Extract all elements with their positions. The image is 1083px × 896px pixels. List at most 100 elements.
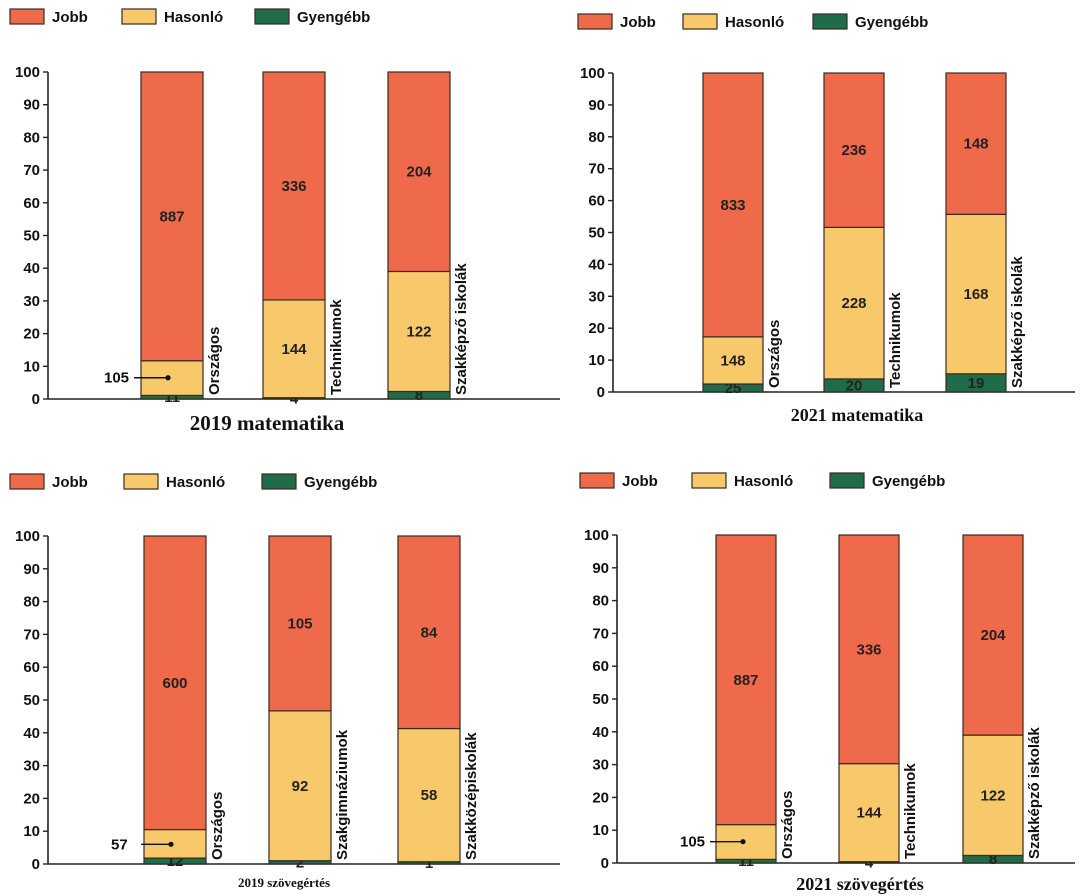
data-label: 19 [968, 375, 985, 392]
y-tick-label: 10 [588, 352, 605, 369]
callout-dot [168, 841, 174, 847]
data-label: 204 [980, 627, 1006, 644]
y-tick-label: 100 [15, 64, 40, 81]
bar-stack-2: 4 144 336 Technikumok [838, 534, 919, 871]
category-label: Technikumok [887, 292, 904, 388]
category-label: Szakképző iskolák [1009, 256, 1026, 388]
bar-segment-hasonló [268, 710, 332, 862]
y-tick-label: 20 [592, 789, 609, 806]
data-label: 148 [720, 352, 745, 369]
callout-label: 105 [680, 834, 705, 851]
y-axis: 0 10 20 30 40 50 60 70 80 90 100 [584, 527, 1075, 872]
y-tick-label: 70 [592, 625, 609, 642]
data-label: 1 [425, 855, 433, 872]
chart-title: 2021 matematika [791, 405, 923, 425]
legend-swatch-hasonlo [691, 472, 727, 489]
y-tick-label: 10 [592, 822, 609, 839]
bar-segment-hasonló [397, 727, 461, 863]
bar-stack-2: 2 92 105 Szakgimnáziumok [268, 535, 351, 871]
legend-label-jobb: Jobb [620, 14, 656, 31]
callout-label: 57 [111, 836, 128, 853]
category-label: Országos [209, 792, 226, 860]
y-tick-label: 70 [588, 161, 605, 178]
callout-label: 105 [104, 370, 129, 387]
data-label: 8 [415, 387, 423, 404]
y-tick-label: 100 [584, 527, 609, 544]
data-label: 122 [406, 323, 431, 340]
callout: 57 [111, 836, 174, 853]
y-tick-label: 30 [592, 757, 609, 774]
legend-swatch-jobb [9, 473, 45, 490]
legend-swatch-jobb [9, 8, 45, 25]
data-label: 168 [963, 286, 988, 303]
y-tick-label: 40 [592, 724, 609, 741]
y-tick-label: 20 [23, 326, 40, 343]
bar-segment-hasonló [838, 763, 900, 863]
category-label: Szakképző iskolák [1026, 727, 1043, 859]
bar-segment-jobb [838, 534, 900, 765]
data-label: 336 [281, 178, 306, 195]
category-label: Szakközépiskolák [463, 732, 480, 860]
bar-segment-jobb [143, 535, 207, 831]
legend-label-gyengebb: Gyengébb [855, 14, 928, 31]
y-tick-label: 0 [32, 391, 40, 408]
legend-label-jobb: Jobb [622, 473, 658, 490]
chart-panel-3: Jobb Hasonló Gyengébb 0 10 20 30 40 50 60 70 80 90 10… [9, 473, 560, 890]
y-tick-label: 0 [601, 855, 609, 872]
bar-stack-3: 8 122 204 Szakképző iskolák [387, 71, 470, 404]
data-label: 144 [281, 341, 307, 358]
chart-panel-1: Jobb Hasonló Gyengébb 0 10 20 30 40 50 60 70 80 90 10… [9, 8, 560, 435]
y-tick-label: 80 [23, 594, 40, 611]
chart-title: 2019 matematika [190, 411, 345, 435]
legend-label-jobb: Jobb [52, 474, 88, 491]
legend: Jobb Hasonló Gyengébb [577, 13, 928, 31]
y-tick-label: 50 [23, 692, 40, 709]
data-label: 833 [720, 197, 745, 214]
legend-swatch-gyengebb [829, 472, 865, 489]
category-label: Szakgimnáziumok [334, 729, 351, 860]
data-label: 228 [841, 295, 866, 312]
y-tick-label: 80 [588, 129, 605, 146]
data-label: 204 [406, 164, 432, 181]
bar-segment-jobb [262, 71, 326, 301]
category-label: Technikumok [902, 763, 919, 859]
y-tick-label: 100 [15, 528, 40, 545]
y-tick-label: 90 [592, 560, 609, 577]
bar-stack-3: 1 58 84 Szakközépiskolák [397, 535, 480, 872]
data-label: 600 [162, 675, 187, 692]
y-tick-label: 40 [23, 725, 40, 742]
data-label: 4 [290, 390, 299, 407]
category-label: Országos [766, 320, 783, 388]
y-tick-label: 30 [588, 288, 605, 305]
data-label: 8 [989, 851, 997, 868]
y-tick-label: 10 [23, 358, 40, 375]
y-tick-label: 80 [23, 129, 40, 146]
bar-segment-jobb [140, 71, 204, 362]
data-label: 84 [421, 624, 438, 641]
data-label: 105 [287, 615, 312, 632]
y-tick-label: 60 [23, 195, 40, 212]
chart-title: 2021 szövegértés [796, 874, 923, 894]
data-label: 887 [733, 672, 758, 689]
bar-segment-hasonló [823, 226, 885, 380]
y-tick-label: 0 [32, 856, 40, 873]
data-label: 887 [159, 208, 184, 225]
y-tick-label: 40 [23, 260, 40, 277]
y-tick-label: 10 [23, 823, 40, 840]
data-label: 122 [980, 787, 1005, 804]
chart-panel-4: Jobb Hasonló Gyengébb 0 10 20 30 40 50 60 70 80 90 10… [579, 472, 1075, 894]
bar-segment-hasonló [945, 213, 1007, 375]
y-tick-label: 90 [588, 97, 605, 114]
callout-dot [740, 839, 746, 845]
data-label: 4 [865, 854, 874, 871]
bar-segment-hasonló [702, 336, 764, 385]
legend-swatch-gyengebb [254, 8, 290, 25]
bar-segment-jobb [945, 72, 1007, 215]
y-tick-label: 90 [23, 97, 40, 114]
bar-segment-jobb [702, 72, 764, 338]
legend-label-hasonlo: Hasonló [166, 474, 225, 491]
legend-label-jobb: Jobb [52, 9, 88, 26]
